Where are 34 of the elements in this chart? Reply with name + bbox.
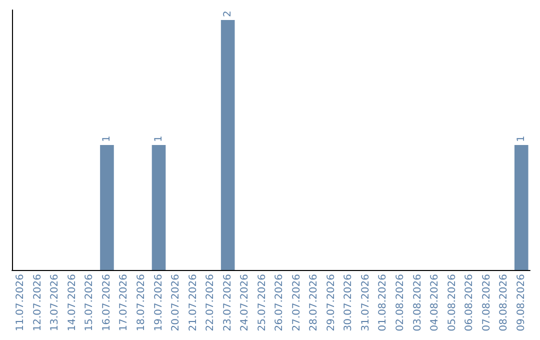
x-tick-label: 25.07.2026 [256, 274, 268, 332]
x-tick-label: 02.08.2026 [395, 274, 406, 332]
x-tick-label: 30.07.2026 [343, 274, 354, 332]
x-tick-label: 18.07.2026 [136, 274, 147, 332]
x-tick-label: 07.08.2026 [481, 274, 492, 332]
x-tick-label: 15.07.2026 [84, 274, 96, 332]
x-tick-label: 20.07.2026 [170, 274, 182, 332]
x-tick-label: 24.07.2026 [240, 274, 251, 332]
x-tick-label: 03.08.2026 [412, 274, 424, 332]
x-tick-label: 22.07.2026 [205, 274, 216, 332]
x-tick-label: 13.07.2026 [50, 274, 61, 332]
x-tick-label: 06.08.2026 [464, 274, 476, 332]
x-tick-label: 12.07.2026 [32, 274, 44, 332]
x-tick-label: 29.07.2026 [326, 274, 337, 332]
x-tick-label: 16.07.2026 [101, 274, 112, 332]
x-tick-label: 26.07.2026 [274, 274, 286, 332]
x-tick-label: 11.07.2026 [15, 274, 26, 332]
x-tick-label: 28.07.2026 [308, 274, 320, 332]
x-tick-label: 04.08.2026 [430, 274, 441, 332]
x-tick-label: 14.07.2026 [66, 274, 78, 332]
x-tick-label: 09.08.2026 [516, 274, 527, 332]
x-tick-label: 21.07.2026 [188, 274, 199, 332]
x-tick-label: 19.07.2026 [153, 274, 164, 332]
x-tick-label: 23.07.2026 [222, 274, 234, 332]
data-label: 1 [516, 136, 527, 142]
data-label: 1 [101, 136, 112, 142]
x-tick-label: 05.08.2026 [446, 274, 458, 332]
data-label: 1 [153, 136, 164, 142]
x-tick-label: 17.07.2026 [118, 274, 130, 332]
data-label: 2 [222, 10, 234, 17]
x-tick-label: 08.08.2026 [498, 274, 510, 332]
x-tick-label: 27.07.2026 [291, 274, 302, 332]
x-tick-label: 01.08.2026 [378, 274, 389, 332]
x-tick-label: 31.07.2026 [360, 274, 372, 332]
